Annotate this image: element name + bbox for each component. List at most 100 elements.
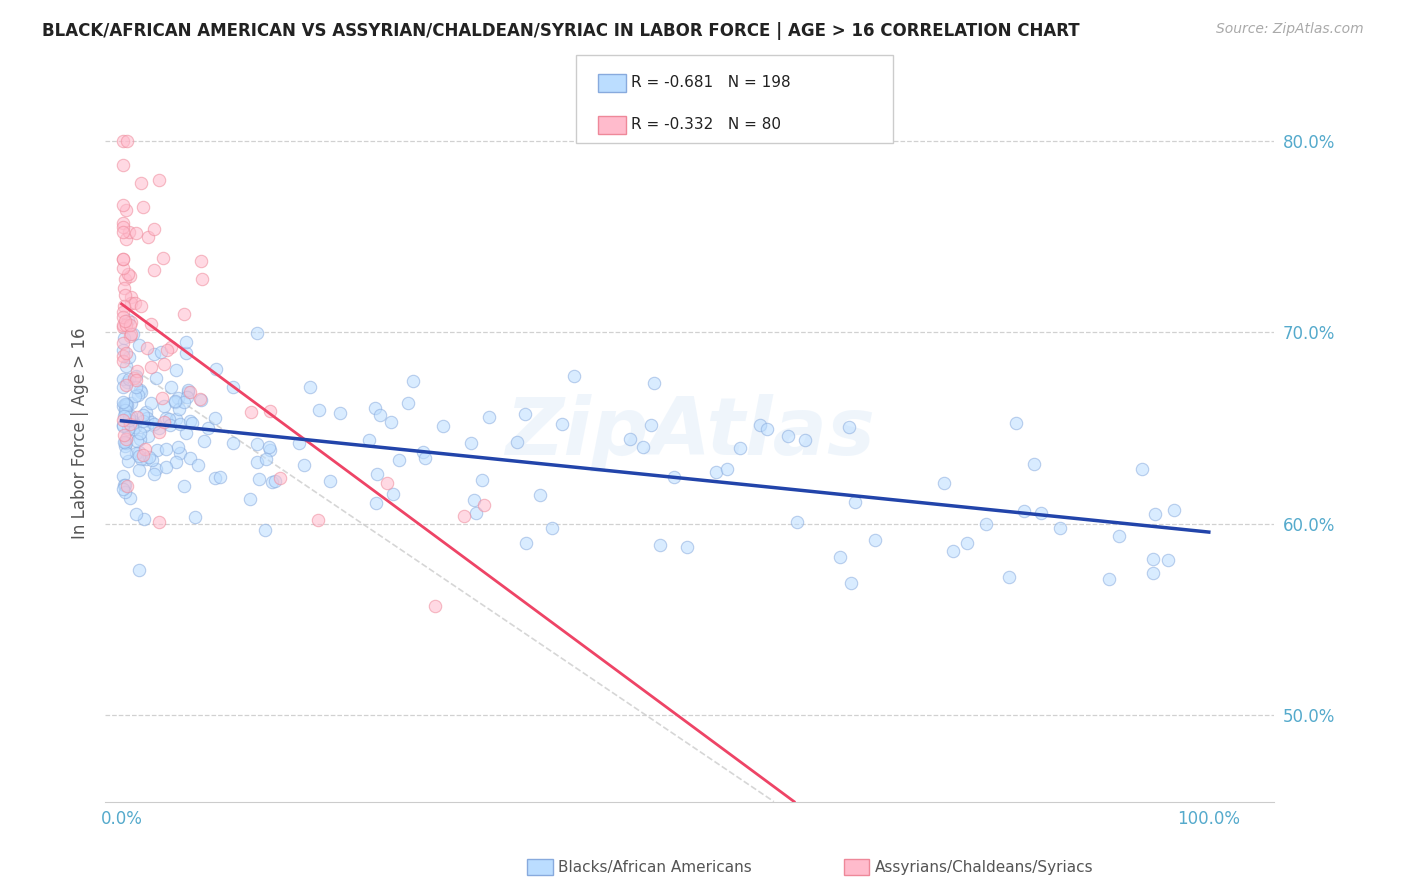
Point bbox=[112, 477, 135, 491]
Point bbox=[148, 425, 170, 439]
Point bbox=[117, 267, 139, 281]
Point bbox=[633, 440, 655, 454]
Point bbox=[263, 475, 285, 489]
Point bbox=[114, 478, 136, 492]
Point bbox=[329, 406, 352, 420]
Point bbox=[120, 396, 142, 410]
Point bbox=[142, 262, 165, 277]
Point bbox=[366, 467, 388, 481]
Point bbox=[115, 318, 138, 332]
Point bbox=[111, 216, 134, 230]
Point bbox=[114, 485, 136, 500]
Point bbox=[125, 410, 148, 425]
Point bbox=[148, 421, 170, 435]
Point bbox=[156, 343, 179, 357]
Point bbox=[115, 232, 138, 246]
Point bbox=[463, 493, 485, 508]
Point bbox=[120, 417, 142, 431]
Point bbox=[163, 394, 186, 409]
Point bbox=[222, 379, 245, 393]
Point bbox=[132, 419, 155, 434]
Point bbox=[111, 225, 134, 239]
Point bbox=[132, 414, 155, 428]
Point bbox=[253, 523, 276, 537]
Point bbox=[838, 420, 860, 434]
Point bbox=[364, 496, 387, 510]
Point bbox=[115, 375, 138, 389]
Point bbox=[173, 395, 195, 409]
Point bbox=[120, 315, 142, 329]
Point bbox=[114, 313, 136, 327]
Point bbox=[160, 380, 183, 394]
Point bbox=[432, 419, 454, 434]
Point bbox=[124, 389, 146, 403]
Point bbox=[118, 318, 141, 332]
Point bbox=[115, 446, 138, 460]
Point bbox=[131, 176, 153, 190]
Point bbox=[844, 495, 866, 509]
Point bbox=[111, 354, 134, 368]
Point bbox=[153, 357, 176, 371]
Point bbox=[839, 575, 862, 590]
Point bbox=[197, 421, 219, 435]
Point bbox=[222, 435, 245, 450]
Point bbox=[121, 414, 143, 428]
Point bbox=[120, 289, 142, 303]
Point bbox=[134, 512, 156, 526]
Text: Source: ZipAtlas.com: Source: ZipAtlas.com bbox=[1216, 22, 1364, 37]
Point bbox=[794, 433, 817, 447]
Point bbox=[1012, 503, 1035, 517]
Point bbox=[453, 509, 475, 524]
Point bbox=[464, 507, 486, 521]
Point bbox=[364, 401, 387, 416]
Point bbox=[259, 440, 281, 454]
Point bbox=[115, 432, 138, 446]
Point bbox=[319, 474, 342, 488]
Point bbox=[298, 379, 321, 393]
Point bbox=[111, 394, 134, 409]
Point bbox=[755, 422, 778, 436]
Point bbox=[115, 134, 138, 148]
Point bbox=[1049, 521, 1071, 535]
Point bbox=[115, 359, 138, 373]
Point bbox=[402, 375, 425, 389]
Point bbox=[728, 441, 751, 455]
Point bbox=[138, 450, 160, 465]
Point bbox=[165, 363, 187, 377]
Point bbox=[157, 412, 180, 426]
Point bbox=[136, 411, 159, 425]
Point bbox=[167, 402, 190, 417]
Point bbox=[152, 251, 174, 265]
Point bbox=[124, 296, 146, 310]
Point bbox=[120, 409, 142, 423]
Point bbox=[117, 410, 139, 425]
Point bbox=[134, 442, 156, 456]
Point bbox=[124, 419, 146, 434]
Point bbox=[998, 570, 1021, 584]
Point bbox=[129, 425, 152, 440]
Point bbox=[188, 392, 211, 406]
Point bbox=[122, 371, 145, 385]
Point bbox=[114, 331, 136, 345]
Point bbox=[193, 434, 215, 449]
Point bbox=[125, 369, 148, 384]
Point bbox=[153, 399, 176, 413]
Point bbox=[174, 334, 197, 349]
Point bbox=[204, 471, 226, 485]
Point bbox=[388, 453, 411, 467]
Point bbox=[148, 173, 170, 187]
Text: Blacks/African Americans: Blacks/African Americans bbox=[558, 860, 752, 874]
Point bbox=[865, 533, 887, 547]
Point bbox=[122, 422, 145, 436]
Point bbox=[111, 318, 134, 332]
Point bbox=[177, 383, 200, 397]
Point bbox=[640, 417, 662, 432]
Point bbox=[125, 364, 148, 378]
Point bbox=[114, 436, 136, 450]
Point bbox=[676, 540, 699, 554]
Point bbox=[191, 272, 214, 286]
Point bbox=[128, 383, 150, 397]
Point bbox=[114, 272, 136, 286]
Point bbox=[117, 398, 139, 412]
Point bbox=[128, 432, 150, 446]
